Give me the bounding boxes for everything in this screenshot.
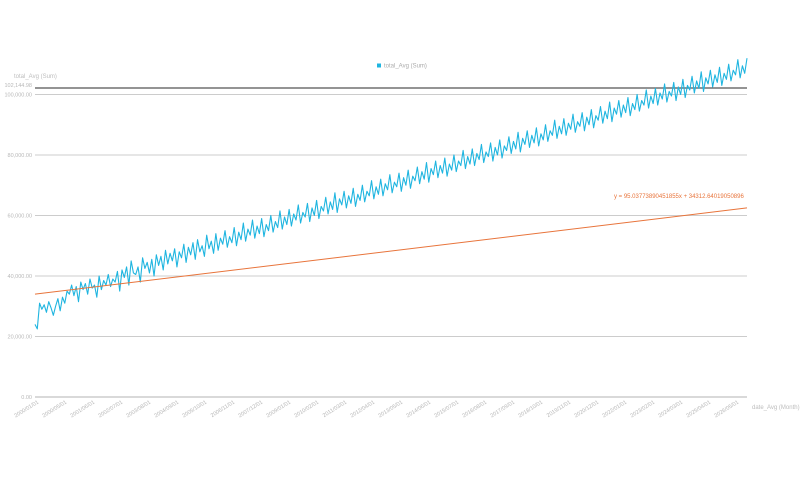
series-line [34,58,748,330]
x-axis-title: date_Avg (Month) [752,405,800,411]
x-tick-label: 2014/06/01 [406,400,433,420]
x-tick-label: 2024/03/01 [658,400,685,420]
x-tick-label: 2020/12/01 [574,400,601,420]
plot-area [34,58,748,330]
x-tick-label: 2025/04/01 [686,400,713,420]
x-tick-label: 2001/06/01 [70,400,97,420]
y-tick-label: 80,000.00 [8,153,32,159]
legend-swatch [377,63,381,68]
legend[interactable]: total_Avg (Sum) [377,63,427,70]
y-tick-label: 102,144.98 [4,83,32,89]
x-tick-label: 2009/01/01 [266,400,293,420]
x-tick-label: 2013/05/01 [378,400,405,420]
x-tick-label: 2004/09/01 [154,400,181,420]
x-tick-label: 2019/11/01 [546,400,572,419]
gridlines [35,87,747,398]
y-tick-label: 100,000.00 [4,92,32,98]
x-tick-label: 2000/05/01 [42,400,69,420]
x-tick-label: 2007/12/01 [238,400,265,420]
x-tick-label: 2000/01/01 [14,400,41,420]
trendline-equation: y = 95.03773890451855x + 34312.640190508… [614,194,744,200]
x-tick-label: 2018/10/01 [518,400,545,420]
x-tick-label: 2017/09/01 [490,400,517,420]
x-axis-ticks: 2000/01/01 2000/05/01 2001/06/01 2002/07/01… [14,400,741,420]
legend-label: total_Avg (Sum) [384,64,427,70]
x-tick-label: 2023/02/01 [630,400,657,420]
x-tick-label: 2026/05/01 [714,400,741,420]
y-tick-label: 0.00 [21,395,32,401]
x-tick-label: 2012/04/01 [350,400,377,420]
x-tick-label: 2011/03/01 [322,400,348,419]
x-tick-label: 2022/01/01 [602,400,629,420]
x-tick-label: 2002/07/01 [98,400,125,420]
x-tick-label: 2003/08/01 [126,400,153,420]
y-tick-label: 40,000.00 [8,274,32,280]
x-tick-label: 2006/11/01 [210,400,236,419]
x-tick-label: 2015/07/01 [434,400,461,420]
x-tick-label: 2016/08/01 [462,400,489,420]
y-tick-label: 60,000.00 [8,213,32,219]
x-tick-label: 2010/02/01 [294,400,321,420]
y-axis-title: total_Avg (Sum) [14,74,57,80]
y-axis-ticks: 0.00 20,000.00 40,000.00 60,000.00 80,000.00… [4,83,32,401]
trendline [34,207,748,295]
x-tick-label: 2005/10/01 [182,400,209,420]
y-tick-label: 20,000.00 [8,334,32,340]
